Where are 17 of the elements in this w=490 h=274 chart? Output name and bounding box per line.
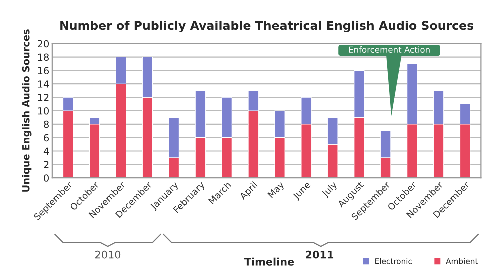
y-tick-label: 2 xyxy=(44,161,49,168)
y-tick-label: 12 xyxy=(38,94,49,102)
y-tick-label: 6 xyxy=(44,134,50,142)
y-tick-label: 0 xyxy=(44,174,50,182)
annotation: Enforcement Action xyxy=(349,46,430,54)
x-axis-title: Timeline xyxy=(244,258,294,266)
y-tick-label: 10 xyxy=(38,107,50,115)
y-tick-label: 18 xyxy=(38,54,49,62)
y-tick-label: 20 xyxy=(38,40,50,48)
chart-title: Number of Publicly Available Theatrical English Audio Sources xyxy=(60,20,474,32)
y-tick-label: 14 xyxy=(38,80,50,88)
y-tick-label: 16 xyxy=(38,67,50,75)
text: 2010 xyxy=(96,250,121,259)
y-tick-label: 8 xyxy=(44,120,49,128)
y-axis-title: Unique English Audio Sources xyxy=(22,30,32,192)
y-tick-label: 4 xyxy=(44,148,50,155)
text: 2011 xyxy=(306,250,334,259)
